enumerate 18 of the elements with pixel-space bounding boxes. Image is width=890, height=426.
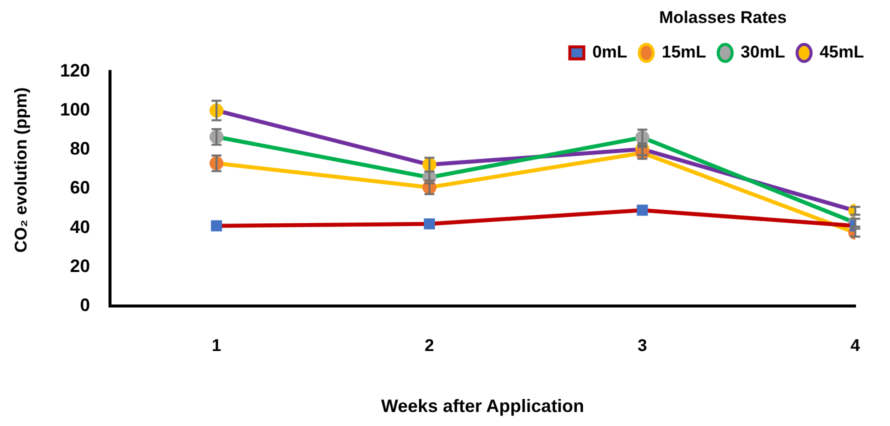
legend-label: 30mL: [740, 42, 786, 62]
y-tick-label: 0: [80, 294, 90, 315]
x-tick-label: 3: [638, 336, 648, 355]
y-tick-label: 120: [60, 60, 90, 80]
legend-label: 45mL: [820, 42, 864, 62]
y-tick-label: 20: [70, 256, 90, 276]
legend-label: 15mL: [662, 42, 706, 62]
x-axis-title: Weeks after Application: [381, 396, 584, 416]
x-tick-label: 2: [424, 336, 434, 355]
y-tick-label: 40: [70, 216, 90, 237]
y-tick-label: 60: [70, 178, 90, 198]
x-tick-label: 4: [850, 336, 861, 355]
x-tick-label: 1: [212, 336, 222, 355]
y-tick-label: 80: [70, 138, 90, 159]
y-tick-label: 100: [60, 99, 90, 120]
legend-label: 0mL: [592, 42, 628, 62]
y-axis-title: CO₂ evolution (ppm): [12, 87, 32, 253]
legend-title: Molasses Rates: [659, 8, 787, 28]
